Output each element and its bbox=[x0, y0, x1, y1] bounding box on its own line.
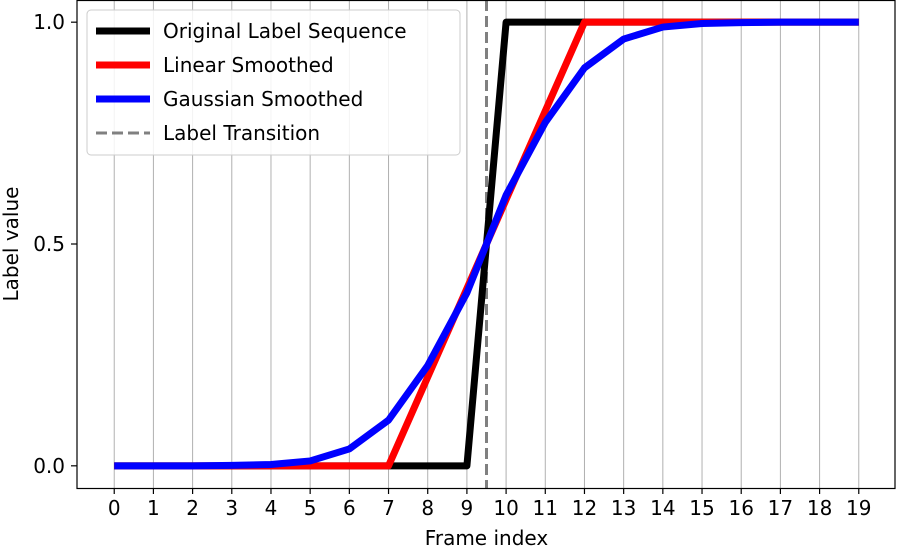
legend-label-label-transition: Label Transition bbox=[163, 121, 320, 145]
x-tick-label-7: 7 bbox=[382, 496, 395, 520]
x-tick-label-19: 19 bbox=[846, 496, 871, 520]
legend-label-linear-smoothed-line: Linear Smoothed bbox=[163, 53, 334, 77]
x-tick-label-1: 1 bbox=[147, 496, 160, 520]
x-tick-label-17: 17 bbox=[768, 496, 793, 520]
x-tick-label-6: 6 bbox=[343, 496, 356, 520]
y-tick-label-0.0: 0.0 bbox=[33, 454, 65, 478]
legend: Original Label Sequence Linear Smoothed Ga… bbox=[86, 9, 461, 156]
series-lines bbox=[114, 18, 859, 470]
x-tick-label-18: 18 bbox=[807, 496, 832, 520]
x-tick-label-4: 4 bbox=[265, 496, 278, 520]
ticks: 0 1 2 3 4 5 6 7 8 9 10 11 12 13 14 15 16 17 18 190.00.51.0 bbox=[33, 10, 871, 520]
x-tick-label-13: 13 bbox=[611, 496, 636, 520]
legend-label-gaussian-smoothed-line: Gaussian Smoothed bbox=[163, 87, 363, 111]
x-tick-label-11: 11 bbox=[533, 496, 558, 520]
x-tick-label-15: 15 bbox=[689, 496, 714, 520]
y-axis-label: Label value bbox=[0, 187, 23, 302]
x-tick-label-16: 16 bbox=[728, 496, 753, 520]
x-tick-label-8: 8 bbox=[421, 496, 434, 520]
x-tick-label-10: 10 bbox=[493, 496, 518, 520]
gaussian-smoothed-line bbox=[114, 18, 859, 470]
x-tick-label-2: 2 bbox=[186, 496, 199, 520]
legend-box bbox=[86, 9, 461, 156]
y-tick-label-1.0: 1.0 bbox=[33, 10, 65, 34]
x-axis-label: Frame index bbox=[425, 526, 549, 550]
x-tick-label-9: 9 bbox=[461, 496, 474, 520]
x-tick-label-14: 14 bbox=[650, 496, 675, 520]
x-tick-label-0: 0 bbox=[108, 496, 121, 520]
legend-label-original-label-sequence-line: Original Label Sequence bbox=[163, 19, 407, 43]
x-tick-label-12: 12 bbox=[572, 496, 597, 520]
x-tick-label-3: 3 bbox=[225, 496, 238, 520]
x-tick-label-5: 5 bbox=[304, 496, 317, 520]
y-tick-label-0.5: 0.5 bbox=[33, 232, 65, 256]
